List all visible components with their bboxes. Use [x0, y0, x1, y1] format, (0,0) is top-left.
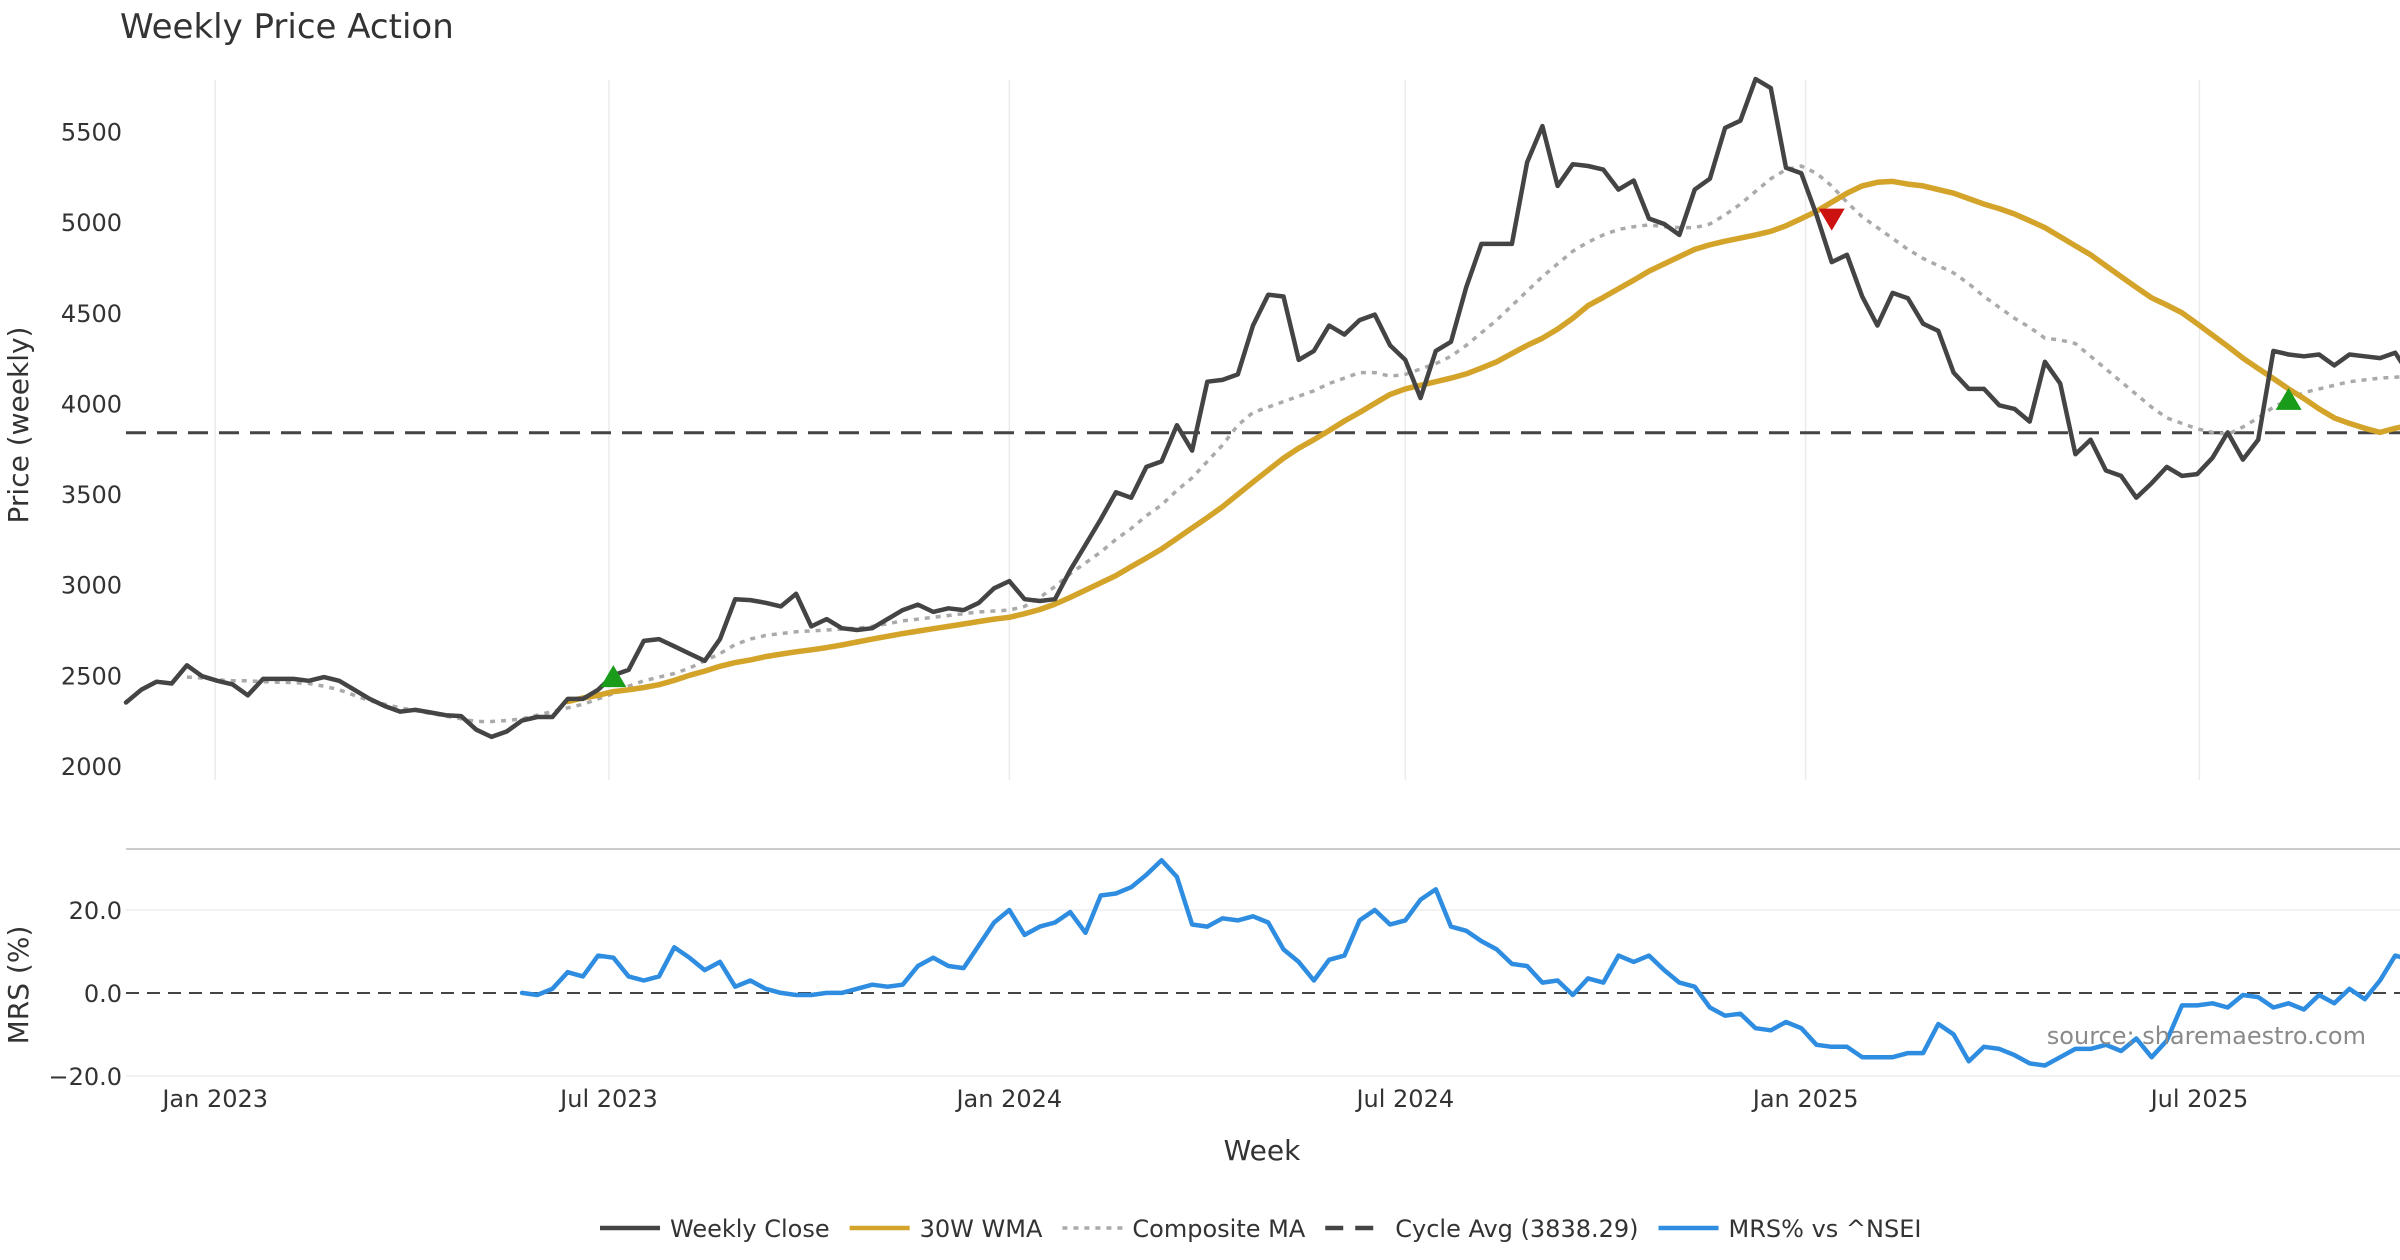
legend-label: MRS% vs ^NSEI: [1729, 1215, 1922, 1243]
mrs-y-tick-label: −20.0: [48, 1063, 122, 1091]
mrs-y-tick-label: 20.0: [69, 897, 122, 925]
price-y-tick-label: 5500: [61, 119, 122, 147]
legend-item: Weekly Close: [600, 1215, 830, 1243]
price-y-tick-label: 3500: [61, 481, 122, 509]
legend-label: Weekly Close: [670, 1215, 830, 1243]
price-y-axis-ticks: 2000 2500 3000 3500 4000 4500 5000 5500: [61, 119, 122, 781]
mrs-series-group: [519, 858, 2400, 1068]
mrs-y-axis-ticks: −20.0 0.0 20.0: [48, 897, 2400, 1091]
legend-label: Composite MA: [1132, 1215, 1305, 1243]
legend: Weekly Close 30W WMA Composite MA Cycle Avg…: [600, 1215, 1921, 1243]
x-tick-label: Jan 2024: [954, 1085, 1062, 1113]
price-y-tick-label: 3000: [61, 572, 122, 600]
price-y-tick-label: 5000: [61, 209, 122, 237]
price-y-axis-label: Price (weekly): [2, 327, 35, 524]
x-axis-ticks: Jan 2023 Jul 2023 Jan 2024 Jul 2024 Jan 2025…: [160, 1085, 2248, 1113]
legend-label: 30W WMA: [920, 1215, 1043, 1243]
legend-item: MRS% vs ^NSEI: [1658, 1215, 1922, 1243]
mrs-y-tick-label: 0.0: [84, 980, 122, 1008]
series-mrs-line: [519, 858, 2400, 1068]
sell-signal-marker: [1818, 208, 1845, 231]
buy-signal-marker: [600, 665, 627, 688]
x-tick-label: Jan 2023: [160, 1085, 268, 1113]
x-tick-label: Jul 2023: [558, 1085, 658, 1113]
price-y-tick-label: 4500: [61, 300, 122, 328]
signal-markers: [600, 208, 2302, 688]
price-y-tick-label: 2000: [61, 753, 122, 781]
price-y-tick-label: 2500: [61, 662, 122, 690]
legend-label: Cycle Avg (3838.29): [1395, 1215, 1638, 1243]
legend-item: Cycle Avg (3838.29): [1325, 1215, 1639, 1243]
series-30w-wma-line: [564, 178, 2400, 705]
x-tick-label: Jul 2025: [2149, 1085, 2249, 1113]
series-weekly-close-line: [123, 76, 2400, 740]
x-tick-label: Jul 2024: [1354, 1085, 1454, 1113]
x-tick-label: Jan 2025: [1751, 1085, 1859, 1113]
legend-item: Composite MA: [1062, 1215, 1306, 1243]
legend-item: 30W WMA: [849, 1215, 1043, 1243]
price-series-group: [123, 76, 2400, 740]
x-axis-label: Week: [1224, 1134, 1301, 1167]
source-annotation: source: sharemaestro.com: [2047, 1022, 2366, 1050]
mrs-y-axis-label: MRS (%): [2, 926, 35, 1045]
series-composite-ma-line: [186, 164, 2400, 724]
price-y-tick-label: 4000: [61, 390, 122, 418]
chart-title: Weekly Price Action: [120, 7, 454, 47]
buy-signal-marker: [2275, 387, 2302, 410]
